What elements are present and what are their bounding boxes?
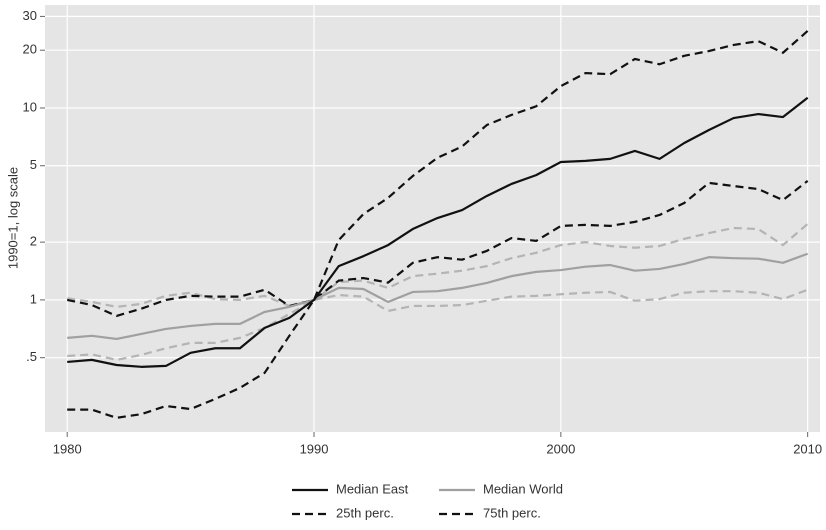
y-tick-label: .5 [26, 349, 37, 364]
legend-label: Median East [336, 481, 409, 496]
x-tick-label: 2000 [546, 441, 575, 456]
series-line [67, 223, 809, 308]
legend-label: Median World [483, 481, 563, 496]
legend-label: 25th perc. [336, 505, 394, 520]
y-tick-label: 5 [30, 157, 37, 172]
plot-area [45, 5, 820, 432]
y-tick-label: 30 [23, 8, 37, 23]
y-tick-label: 20 [23, 42, 37, 57]
x-tick-label: 2010 [793, 441, 822, 456]
y-tick-label: 10 [23, 99, 37, 114]
series-line [67, 96, 809, 368]
series-line [67, 288, 809, 361]
y-tick-label: 2 [30, 234, 37, 249]
x-tick-label: 1980 [53, 441, 82, 456]
y-axis-label: 1990=1, log scale [5, 167, 20, 269]
series-line [66, 30, 809, 318]
legend-label: 75th perc. [483, 505, 541, 520]
series-line [67, 252, 809, 341]
y-tick-label: 1 [30, 291, 37, 306]
x-tick-label: 1990 [300, 441, 329, 456]
series-line [67, 180, 809, 419]
